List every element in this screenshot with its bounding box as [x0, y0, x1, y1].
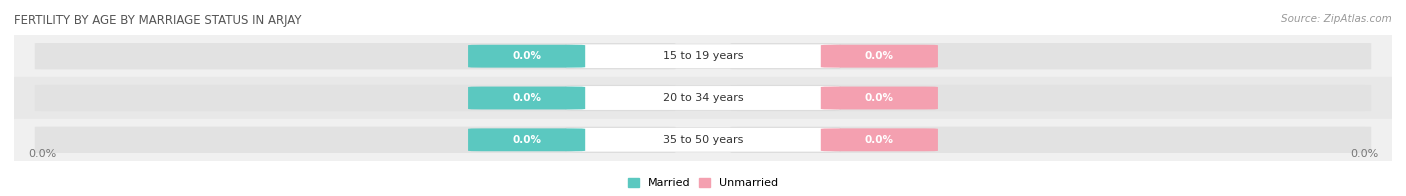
- Text: Source: ZipAtlas.com: Source: ZipAtlas.com: [1281, 14, 1392, 24]
- FancyBboxPatch shape: [468, 128, 585, 151]
- FancyBboxPatch shape: [565, 86, 841, 110]
- FancyBboxPatch shape: [35, 127, 675, 153]
- Legend: Married, Unmarried: Married, Unmarried: [626, 175, 780, 190]
- Text: 0.0%: 0.0%: [512, 135, 541, 145]
- FancyBboxPatch shape: [468, 87, 585, 109]
- Text: 0.0%: 0.0%: [1350, 149, 1378, 159]
- Text: 0.0%: 0.0%: [865, 135, 894, 145]
- FancyBboxPatch shape: [731, 43, 1371, 69]
- FancyBboxPatch shape: [731, 85, 1371, 111]
- Text: 0.0%: 0.0%: [28, 149, 56, 159]
- Text: 0.0%: 0.0%: [865, 93, 894, 103]
- Text: 0.0%: 0.0%: [512, 93, 541, 103]
- Text: 0.0%: 0.0%: [865, 51, 894, 61]
- FancyBboxPatch shape: [565, 128, 841, 152]
- FancyBboxPatch shape: [35, 43, 675, 69]
- FancyBboxPatch shape: [731, 127, 1371, 153]
- Bar: [14, 77, 1392, 119]
- Bar: [14, 35, 1392, 77]
- FancyBboxPatch shape: [565, 44, 841, 68]
- FancyBboxPatch shape: [821, 128, 938, 151]
- Text: 15 to 19 years: 15 to 19 years: [662, 51, 744, 61]
- Bar: [14, 119, 1392, 161]
- FancyBboxPatch shape: [821, 87, 938, 109]
- Text: 0.0%: 0.0%: [512, 51, 541, 61]
- FancyBboxPatch shape: [821, 45, 938, 68]
- Text: FERTILITY BY AGE BY MARRIAGE STATUS IN ARJAY: FERTILITY BY AGE BY MARRIAGE STATUS IN A…: [14, 14, 301, 27]
- Text: 20 to 34 years: 20 to 34 years: [662, 93, 744, 103]
- FancyBboxPatch shape: [468, 45, 585, 68]
- Text: 35 to 50 years: 35 to 50 years: [662, 135, 744, 145]
- FancyBboxPatch shape: [35, 85, 675, 111]
